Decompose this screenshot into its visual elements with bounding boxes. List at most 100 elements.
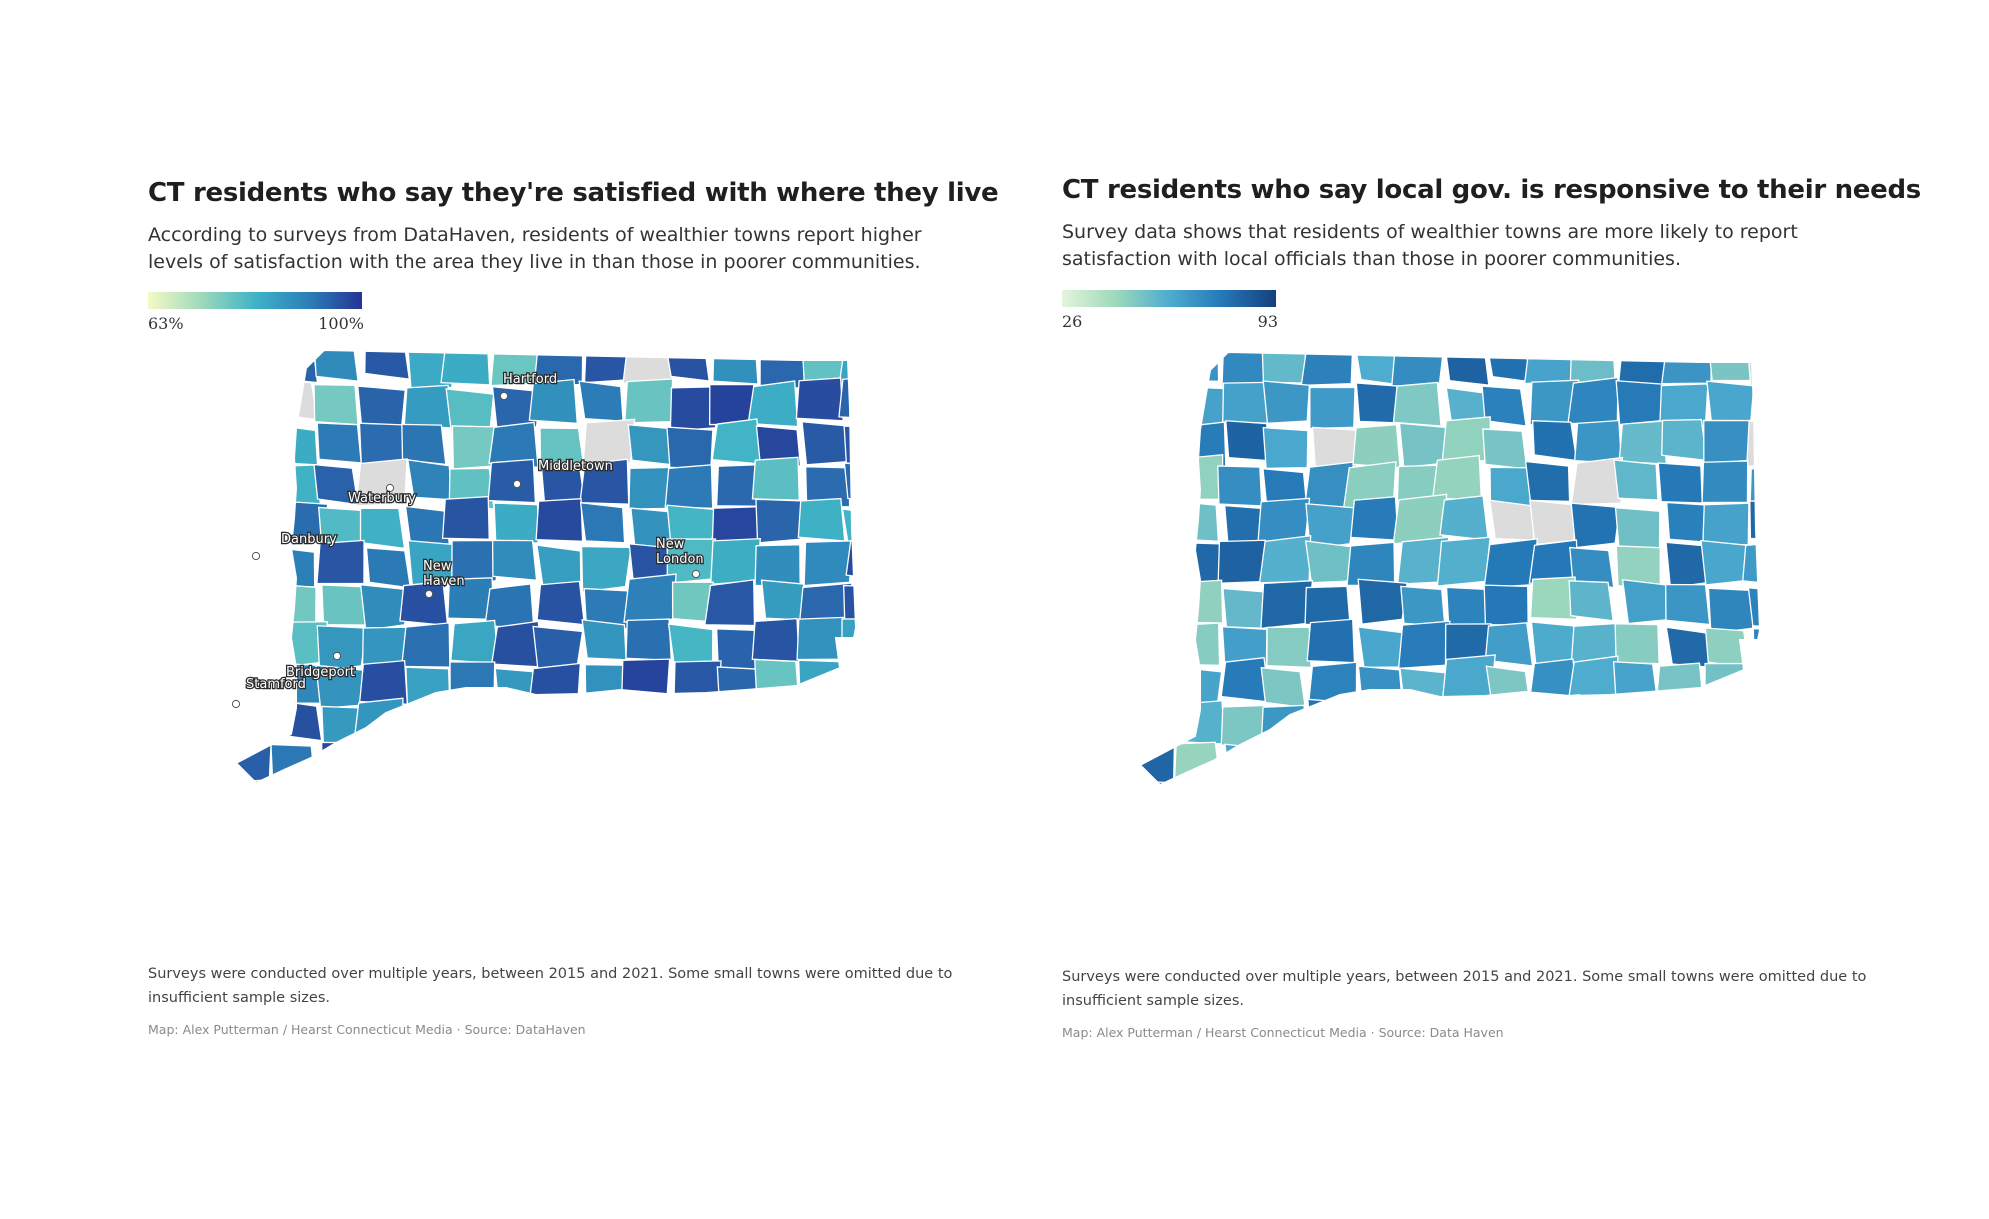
town-area [486, 776, 538, 783]
town-area [1260, 666, 1307, 709]
town-area [893, 742, 937, 782]
city-marker [512, 479, 522, 489]
town-area [1665, 583, 1711, 626]
town-area [1744, 696, 1760, 742]
town-area [627, 423, 673, 466]
town-area [1140, 662, 1177, 708]
town-area [1140, 501, 1183, 548]
town-area [579, 787, 623, 827]
town-area [1266, 626, 1312, 669]
town-area [1524, 460, 1571, 503]
town-area [795, 377, 844, 422]
town-area [1568, 580, 1614, 622]
town-area [1170, 352, 1220, 382]
town-area [441, 495, 490, 540]
town-area [578, 380, 624, 422]
town-area [1614, 507, 1661, 549]
town-area [321, 584, 367, 626]
town-area [320, 782, 372, 783]
town-area [1791, 663, 1836, 704]
town-area [1703, 779, 1752, 785]
town-area [838, 374, 856, 421]
ct-town-choropleth-map: Hartford Middletown Waterbury Danbury New Hav… [231, 340, 939, 830]
town-area [889, 776, 939, 822]
town-area [365, 547, 412, 589]
town-area [1217, 465, 1263, 507]
town-area [755, 425, 802, 467]
town-area [236, 743, 272, 783]
town-area [797, 497, 846, 542]
legend-gradient-bar [1062, 290, 1276, 307]
town-area [803, 540, 854, 587]
map-title: CT residents who say local gov. is respo… [1062, 175, 1921, 205]
town-area [355, 458, 408, 507]
town-area [1655, 662, 1705, 707]
town-area [316, 422, 362, 464]
town-area [1612, 661, 1659, 703]
legend-gradient-bar [148, 292, 362, 309]
town-area [625, 784, 675, 830]
town-area [1749, 466, 1760, 510]
town-area [236, 375, 277, 421]
town-area [892, 340, 937, 381]
town-area [1488, 499, 1535, 541]
town-area [313, 350, 359, 382]
town-area [1445, 780, 1492, 785]
town-area [755, 498, 805, 544]
town-area [1791, 784, 1835, 824]
town-area [1140, 423, 1176, 467]
town-area [359, 507, 406, 550]
town-area [446, 698, 496, 744]
town-area [1483, 584, 1529, 626]
town-area [1665, 626, 1712, 668]
town-area [1659, 747, 1708, 785]
town-area [712, 787, 756, 827]
town-area [751, 456, 800, 501]
town-area [1700, 539, 1751, 586]
map-panel-local-gov: CT residents who say local gov. is respo… [1062, 0, 1922, 1219]
town-area [579, 502, 626, 544]
town-area [1742, 541, 1760, 587]
town-area [1305, 503, 1356, 550]
city-label: Hartford [503, 372, 557, 387]
town-area [353, 697, 404, 744]
town-area [1346, 541, 1396, 587]
town-area [712, 350, 759, 385]
town-area [1570, 456, 1624, 506]
town-area [1140, 466, 1177, 509]
town-area [1529, 576, 1578, 620]
town-area [889, 629, 935, 671]
town-area [1529, 693, 1581, 742]
town-area [316, 625, 368, 673]
town-area [1262, 380, 1311, 424]
town-area [1485, 352, 1532, 383]
town-area [1436, 734, 1490, 785]
town-area [272, 379, 319, 421]
map-credit: Map: Alex Putterman / Hearst Connecticut… [148, 1022, 586, 1037]
city-label: New Haven [423, 559, 465, 589]
town-area [400, 622, 451, 668]
town-area [1707, 587, 1759, 635]
town-area [358, 782, 405, 783]
town-area [1573, 419, 1623, 465]
town-area [1790, 463, 1834, 503]
town-area [1792, 623, 1836, 663]
town-area [1220, 704, 1268, 748]
town-area [1615, 380, 1665, 426]
town-area [1357, 626, 1404, 669]
town-area [1140, 382, 1182, 425]
town-area [582, 418, 636, 468]
town-area [664, 464, 714, 509]
town-area [669, 746, 715, 783]
town-area [1797, 426, 1841, 466]
legend-min-label: 63% [148, 314, 184, 333]
town-area [1702, 502, 1750, 546]
town-area [1529, 740, 1575, 783]
city-label: Waterbury [348, 491, 416, 506]
town-area [758, 742, 805, 783]
town-polygons [236, 340, 939, 830]
town-area [624, 378, 674, 424]
town-area [1222, 587, 1268, 630]
town-area [451, 539, 502, 587]
town-area [536, 580, 586, 626]
